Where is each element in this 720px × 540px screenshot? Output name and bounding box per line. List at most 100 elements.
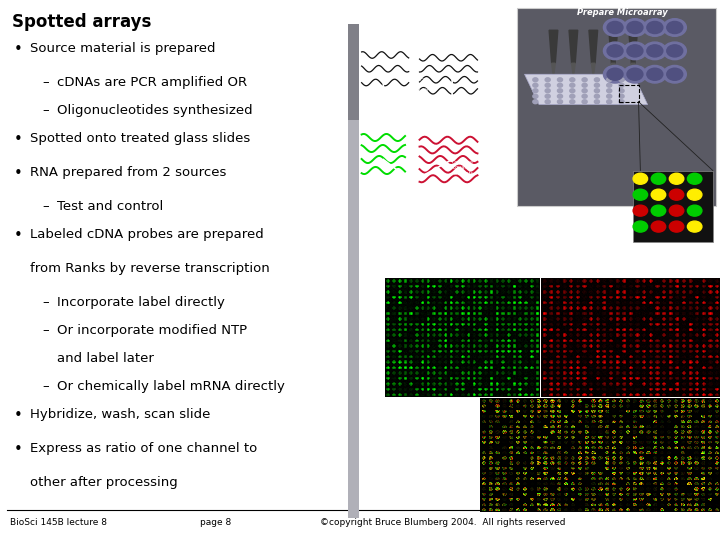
Circle shape <box>570 94 575 98</box>
Polygon shape <box>592 63 595 77</box>
Circle shape <box>667 45 683 57</box>
Text: •: • <box>14 442 23 457</box>
Bar <box>633 171 713 242</box>
Circle shape <box>643 42 667 60</box>
Circle shape <box>570 83 575 87</box>
Text: ©copyright Bruce Blumberg 2004.  All rights reserved: ©copyright Bruce Blumberg 2004. All righ… <box>320 518 565 527</box>
Text: Express as ratio of one channel to: Express as ratio of one channel to <box>30 442 257 455</box>
Text: BioSci 145B lecture 8: BioSci 145B lecture 8 <box>10 518 107 527</box>
Text: page 8: page 8 <box>200 518 231 527</box>
Circle shape <box>624 19 647 36</box>
Circle shape <box>647 22 663 33</box>
Circle shape <box>688 189 702 200</box>
Polygon shape <box>609 30 618 63</box>
Circle shape <box>663 65 686 83</box>
Text: –: – <box>42 296 49 309</box>
Text: •: • <box>14 166 23 181</box>
Circle shape <box>627 45 643 57</box>
Circle shape <box>545 94 550 98</box>
Text: Spotted arrays: Spotted arrays <box>12 13 151 31</box>
Circle shape <box>607 94 612 98</box>
Text: •: • <box>14 42 23 57</box>
Text: other after processing: other after processing <box>30 476 178 489</box>
Circle shape <box>607 45 623 57</box>
Circle shape <box>595 100 600 104</box>
Circle shape <box>633 205 647 216</box>
Text: Hybridize, wash, scan slide: Hybridize, wash, scan slide <box>30 408 210 421</box>
Text: "Normal": "Normal" <box>369 33 397 38</box>
Text: •: • <box>14 228 23 243</box>
Circle shape <box>607 83 612 87</box>
Circle shape <box>607 100 612 104</box>
Bar <box>348 24 359 518</box>
Circle shape <box>624 65 647 83</box>
Circle shape <box>533 78 538 82</box>
Circle shape <box>570 78 575 82</box>
Circle shape <box>651 189 666 200</box>
Circle shape <box>643 19 667 36</box>
Polygon shape <box>524 74 647 105</box>
Circle shape <box>619 89 624 93</box>
Circle shape <box>533 100 538 104</box>
Circle shape <box>619 78 624 82</box>
Circle shape <box>633 173 647 184</box>
Polygon shape <box>611 63 615 77</box>
Text: Hybridize
probes to
microarray: Hybridize probes to microarray <box>365 224 392 241</box>
Text: –: – <box>42 76 49 89</box>
Text: Or incorporate modified NTP: Or incorporate modified NTP <box>57 324 247 337</box>
Circle shape <box>619 83 624 87</box>
Text: Prepare cDNA Probe: Prepare cDNA Probe <box>382 8 478 17</box>
Text: Incorporate label directly: Incorporate label directly <box>57 296 225 309</box>
Circle shape <box>557 89 562 93</box>
Circle shape <box>545 89 550 93</box>
Text: –: – <box>42 200 49 213</box>
Circle shape <box>670 173 684 184</box>
Circle shape <box>647 68 663 80</box>
Polygon shape <box>569 30 577 63</box>
Circle shape <box>533 89 538 93</box>
Text: Or chemically label mRNA directly: Or chemically label mRNA directly <box>57 380 285 393</box>
Circle shape <box>582 94 587 98</box>
Circle shape <box>607 78 612 82</box>
Circle shape <box>557 83 562 87</box>
Circle shape <box>688 205 702 216</box>
Circle shape <box>670 189 684 200</box>
Text: Label with
Fluorescent Dyes: Label with Fluorescent Dyes <box>395 88 437 99</box>
Circle shape <box>667 22 683 33</box>
Circle shape <box>603 65 626 83</box>
Circle shape <box>619 94 624 98</box>
Text: –: – <box>42 104 49 117</box>
Circle shape <box>607 22 623 33</box>
Circle shape <box>545 78 550 82</box>
Circle shape <box>670 221 684 232</box>
Polygon shape <box>589 30 598 63</box>
Circle shape <box>663 19 686 36</box>
Text: Labeled cDNA probes are prepared: Labeled cDNA probes are prepared <box>30 228 264 241</box>
Text: RNA prepared from 2 sources: RNA prepared from 2 sources <box>30 166 226 179</box>
Circle shape <box>595 78 600 82</box>
Circle shape <box>545 83 550 87</box>
Text: –: – <box>42 324 49 337</box>
Circle shape <box>595 94 600 98</box>
Circle shape <box>607 68 623 80</box>
Circle shape <box>670 205 684 216</box>
Circle shape <box>619 100 624 104</box>
Circle shape <box>603 19 626 36</box>
Circle shape <box>651 205 666 216</box>
Circle shape <box>627 22 643 33</box>
Circle shape <box>595 89 600 93</box>
Bar <box>618 85 639 102</box>
Circle shape <box>688 173 702 184</box>
Circle shape <box>582 100 587 104</box>
Circle shape <box>627 68 643 80</box>
Circle shape <box>533 94 538 98</box>
Text: Prepare Microarray: Prepare Microarray <box>577 8 667 17</box>
Circle shape <box>643 65 667 83</box>
Text: SCAN: SCAN <box>502 231 529 240</box>
Text: and label later: and label later <box>57 352 154 365</box>
Circle shape <box>582 83 587 87</box>
Circle shape <box>582 89 587 93</box>
Text: Test and control: Test and control <box>57 200 163 213</box>
Text: Spotted onto treated glass slides: Spotted onto treated glass slides <box>30 132 251 145</box>
Bar <box>348 24 359 120</box>
